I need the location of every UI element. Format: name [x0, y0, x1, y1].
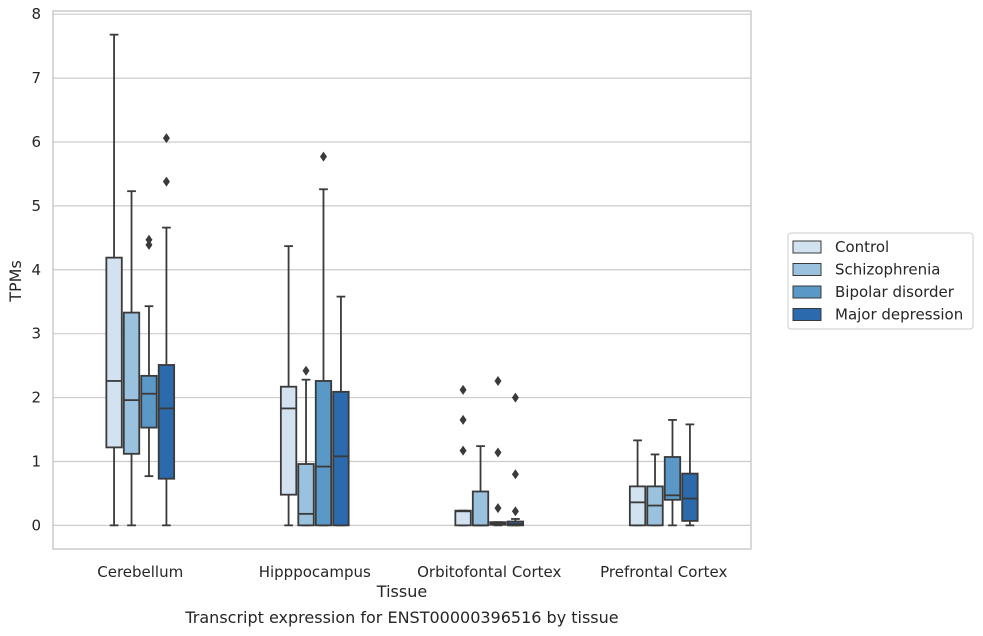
box-2-2 [489, 375, 507, 527]
box-0-0 [105, 33, 123, 527]
outlier-marker [319, 151, 327, 162]
y-tick-label: 5 [31, 197, 41, 215]
x-tick-label: Hipppocampus [259, 563, 371, 581]
box-3-1 [646, 453, 664, 527]
outlier-marker [511, 469, 519, 480]
outlier-marker [162, 133, 170, 144]
outlier-marker [459, 384, 467, 395]
box-1-2 [314, 151, 333, 527]
box-iqr [157, 364, 176, 480]
box-2-3 [506, 392, 525, 527]
x-tick-labels: Cerebellum Hipppocampus Orbitofontal Corte… [97, 563, 727, 581]
y-tick-label: 0 [31, 516, 41, 534]
outlier-marker [145, 239, 153, 250]
legend-swatch [792, 308, 822, 321]
legend-label: Control [835, 238, 889, 256]
legend-label: Major depression [835, 306, 963, 324]
legend-label: Schizophrenia [835, 261, 940, 279]
outlier-marker [511, 506, 519, 517]
box-iqr [279, 385, 298, 496]
x-axis-label: Tissue [376, 582, 427, 601]
box-1-0 [279, 245, 298, 527]
outlier-marker [494, 503, 502, 514]
legend-frame [787, 232, 974, 330]
y-tick-labels: 0 1 2 3 4 5 6 7 8 [31, 5, 41, 534]
box-iqr [140, 374, 158, 429]
outlier-marker [302, 365, 310, 376]
y-tick-label: 7 [31, 69, 41, 87]
box-iqr [332, 390, 350, 527]
box-iqr [628, 485, 647, 527]
box-iqr [471, 490, 490, 527]
box-iqr [314, 380, 333, 527]
y-tick-label: 6 [31, 133, 41, 151]
legend-swatch [792, 285, 822, 299]
legend-label: Bipolar disorder [835, 283, 955, 301]
y-tick-label: 3 [31, 325, 41, 343]
y-tick-label: 4 [31, 261, 41, 279]
y-tick-label: 2 [31, 389, 41, 407]
outlier-marker [511, 392, 519, 403]
box-0-3 [157, 133, 176, 527]
box-iqr [105, 256, 123, 449]
plot-area [52, 10, 752, 550]
x-tick-label: Orbitofontal Cortex [417, 563, 561, 581]
box-2-1 [471, 445, 490, 527]
box-groups [105, 33, 699, 527]
legend: Control Schizophrenia Bipolar disorder Majo… [787, 232, 974, 330]
box-3-2 [663, 419, 682, 527]
box-iqr [454, 509, 472, 527]
outlier-marker [459, 414, 467, 425]
x-tick-label: Cerebellum [97, 563, 183, 581]
box-iqr [297, 463, 315, 527]
box-1-3 [332, 295, 350, 527]
box-0-2 [140, 234, 158, 478]
y-tick-label: 1 [31, 452, 41, 470]
legend-swatch [792, 263, 822, 276]
outlier-marker [494, 447, 502, 458]
figure-caption: Transcript expression for ENST0000039651… [184, 608, 618, 627]
y-tick-label: 8 [31, 5, 41, 23]
box-iqr [122, 311, 141, 455]
outlier-marker [162, 176, 170, 187]
y-axis-label: TPMs [6, 260, 25, 303]
box-iqr [663, 456, 682, 501]
x-tick-label: Prefrontal Cortex [600, 563, 727, 581]
outlier-marker [459, 445, 467, 456]
legend-swatch [792, 240, 822, 254]
outlier-marker [494, 375, 502, 386]
outlier-marker [145, 234, 153, 245]
box-1-1 [297, 365, 315, 527]
box-0-1 [122, 190, 141, 527]
box-3-3 [681, 423, 699, 527]
box-iqr [681, 472, 699, 522]
box-3-0 [628, 439, 647, 527]
box-2-0 [454, 384, 472, 527]
